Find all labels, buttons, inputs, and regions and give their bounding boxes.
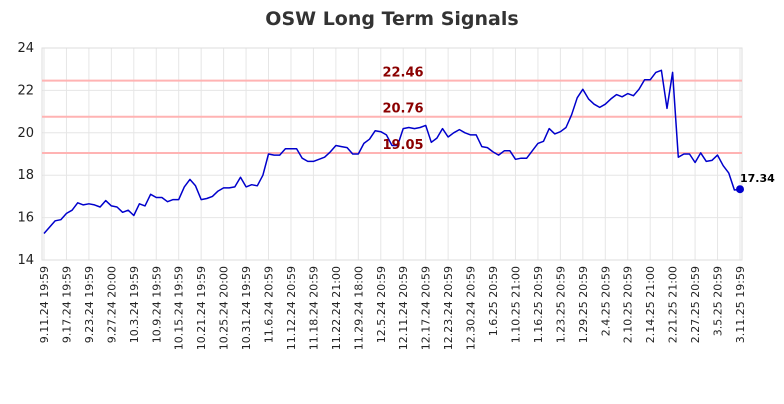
annotations: 22.46 20.76 19.05 17.34 <box>382 66 775 186</box>
x-tick-label: 12.17.24 20:59 <box>420 266 433 350</box>
x-tick-label: 3.11.25 19:59 <box>734 266 747 343</box>
x-tick-label: 3.5.25 20:59 <box>712 266 725 336</box>
x-tick-label: 1.6.25 20:59 <box>487 266 500 336</box>
y-tick-label: 20 <box>17 126 34 141</box>
horizontal-signal-lines <box>42 79 742 154</box>
x-tick-label: 11.18.24 20:59 <box>307 266 320 350</box>
x-tick-label: 10.15.24 19:59 <box>173 266 186 350</box>
x-tick-label: 10.25.24 20:00 <box>218 266 231 350</box>
x-tick-label: 11.29.24 18:00 <box>352 266 365 350</box>
x-tick-label: 2.14.25 21:00 <box>644 266 657 343</box>
x-tick-label: 1.10.25 21:00 <box>509 266 522 343</box>
y-tick-label: 22 <box>17 83 34 98</box>
price-line <box>43 69 741 234</box>
x-tick-label: 12.23.24 20:59 <box>442 266 455 350</box>
last-value-marker <box>736 185 744 194</box>
price-series <box>43 69 744 234</box>
x-tick-label: 11.6.24 20:59 <box>263 266 276 343</box>
x-tick-label: 2.27.25 20:59 <box>689 266 702 343</box>
x-tick-label: 9.23.24 19:59 <box>83 266 96 343</box>
x-tick-label: 10.21.24 19:59 <box>195 266 208 350</box>
x-tick-label: 2.21.25 21:00 <box>667 266 680 343</box>
last-value-label: 17.34 <box>740 172 775 185</box>
grid <box>41 47 743 261</box>
x-tick-label: 1.29.25 20:59 <box>577 266 590 343</box>
x-tick-label: 9.17.24 19:59 <box>60 266 73 343</box>
signal-line-label: 20.76 <box>382 102 423 117</box>
x-tick-label: 9.27.24 20:00 <box>105 266 118 343</box>
y-tick-label: 14 <box>17 253 34 268</box>
x-tick-label: 10.3.24 19:59 <box>128 266 141 343</box>
y-axis-ticks: 14 16 18 20 22 24 <box>17 41 34 268</box>
signal-line-label: 22.46 <box>382 66 423 81</box>
y-tick-label: 18 <box>17 168 34 183</box>
y-tick-label: 24 <box>17 41 34 56</box>
x-tick-label: 2.4.25 20:59 <box>599 266 612 336</box>
x-tick-label: 11.12.24 20:59 <box>285 266 298 350</box>
x-tick-label: 2.10.25 20:59 <box>622 266 635 343</box>
x-tick-label: 1.23.25 20:59 <box>554 266 567 343</box>
x-tick-label: 9.11.24 19:59 <box>38 266 51 343</box>
x-tick-label: 1.16.25 20:59 <box>532 266 545 343</box>
signal-line-label: 19.05 <box>382 138 423 153</box>
chart-title: OSW Long Term Signals <box>265 8 518 30</box>
x-tick-label: 12.30.24 20:59 <box>465 266 478 350</box>
x-tick-label: 11.22.24 21:00 <box>330 266 343 350</box>
x-tick-label: 10.31.24 19:59 <box>240 266 253 350</box>
x-tick-label: 12.5.24 20:59 <box>375 266 388 343</box>
x-tick-label: 12.11.24 20:59 <box>397 266 410 350</box>
x-axis-ticks: 9.11.24 19:59 9.17.24 19:59 9.23.24 19:59 9… <box>38 266 747 350</box>
plot-area-border <box>41 47 743 261</box>
y-tick-label: 16 <box>17 211 34 226</box>
x-tick-label: 10.9.24 19:59 <box>150 266 163 343</box>
